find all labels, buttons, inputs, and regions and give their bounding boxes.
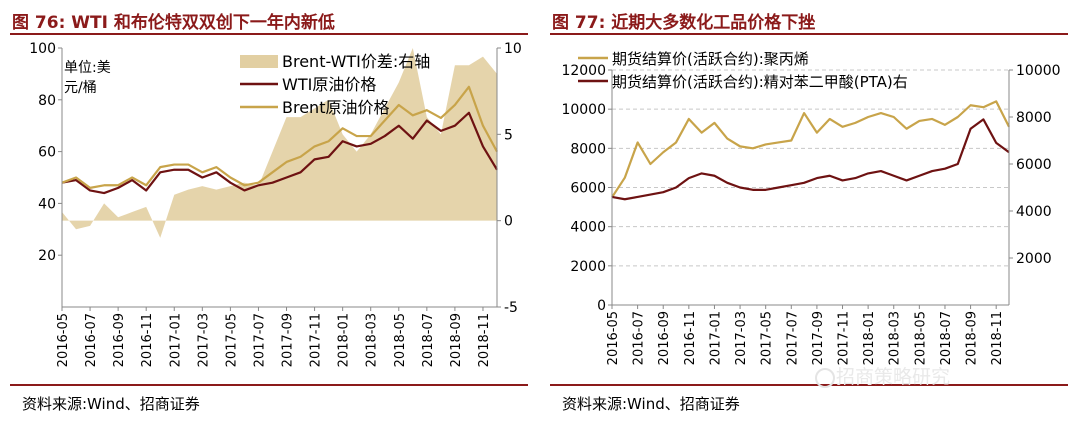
y-right-tick-label: 10000 (1016, 63, 1061, 79)
legend-entry: Brent原油价格 (282, 98, 389, 117)
left-chart-title: 图 76: WTI 和布伦特双双创下一年内新低 (12, 13, 335, 33)
x-tick-label: 2017-05 (224, 313, 239, 367)
x-tick-label: 2017-11 (837, 311, 852, 365)
x-tick-label: 2016-05 (56, 313, 71, 367)
series-area-0 (62, 48, 497, 238)
right-chart-title: 图 77: 近期大多数化工品价格下挫 (552, 13, 816, 33)
x-tick-label: 2016-07 (84, 313, 99, 367)
y-right-tick-label: 6000 (1016, 157, 1052, 173)
right-chart-panel: 图 77: 近期大多数化工品价格下挫 0 2000 4000 6000 8000 1000… (540, 0, 1080, 424)
y-right-tick-label: 5 (504, 127, 513, 143)
x-tick-label: 2017-11 (309, 313, 324, 367)
legend-entry: 期货结算价(活跃合约):聚丙烯 (612, 50, 809, 68)
legend-entry: WTI原油价格 (282, 75, 376, 94)
x-tick-label: 2018-05 (913, 311, 928, 365)
y-right-tick-label: 2000 (1016, 251, 1052, 267)
x-tick-label: 2018-07 (421, 313, 436, 367)
x-tick-label: 2018-09 (965, 311, 980, 365)
left-title-rule (10, 33, 528, 35)
y-left-tick-label: 6000 (570, 181, 606, 197)
x-tick-label: 2016-11 (683, 311, 698, 365)
y-left-tick-label: 60 (38, 145, 56, 161)
y-right-tick-label: 0 (504, 214, 513, 230)
x-tick-label: 2016-09 (657, 311, 672, 365)
x-tick-label: 2018-11 (990, 311, 1005, 365)
x-tick-label: 2017-03 (734, 311, 749, 365)
series-line-1 (611, 118, 1010, 201)
x-tick-label: 2018-01 (862, 311, 877, 365)
left-source-rule (10, 384, 528, 386)
x-tick-label: 2018-01 (337, 313, 352, 367)
y-right-tick-label: 4000 (1016, 204, 1052, 220)
x-tick-label: 2017-07 (785, 311, 800, 365)
y-right-tick-label: 10 (504, 41, 522, 57)
y-left-tick-label: 0 (597, 298, 606, 314)
x-tick-label: 2017-01 (708, 311, 723, 365)
wechat-icon (815, 368, 835, 388)
legend-entry: 期货结算价(活跃合约):精对苯二甲酸(PTA)右 (612, 73, 908, 91)
x-tick-label: 2016-05 (606, 311, 621, 365)
watermark-text: 招商策略研究 (836, 366, 951, 388)
x-tick-label: 2017-01 (168, 313, 183, 367)
x-tick-label: 2017-07 (252, 313, 267, 367)
y-left-tick-label: 80 (38, 93, 56, 109)
left-chart-panel: 图 76: WTI 和布伦特双双创下一年内新低 20 40 60 80 100 -5 0 5 1… (10, 13, 528, 413)
right-source-note: 资料来源:Wind、招商证券 (562, 395, 740, 413)
x-tick-label: 2016-09 (112, 313, 127, 367)
x-tick-label: 2018-11 (477, 313, 492, 367)
x-tick-label: 2017-03 (196, 313, 211, 367)
left-chart-svg: 20 40 60 80 100 -5 0 5 10 2016-05 2016-07 2016-09 20… (29, 41, 522, 367)
x-tick-label: 2017-09 (281, 313, 296, 367)
x-tick-label: 2016-11 (140, 313, 155, 367)
x-tick-label: 2018-05 (393, 313, 408, 367)
left-source-note: 资料来源:Wind、招商证券 (22, 395, 200, 413)
y-left-tick-label: 20 (38, 248, 56, 264)
right-chart-svg: 0 2000 4000 6000 8000 10000 12000 2000 4000 6000 8… (561, 50, 1061, 365)
series-line-0 (611, 100, 1010, 198)
x-tick-label: 2018-03 (888, 311, 903, 365)
series-line-2 (61, 85, 498, 189)
y-right-tick-label: -5 (504, 300, 518, 316)
y-left-tick-label: 2000 (570, 259, 606, 275)
series-line-1 (61, 111, 498, 195)
x-tick-label: 2017-09 (811, 311, 826, 365)
x-tick-label: 2018-03 (365, 313, 380, 367)
right-source-rule (550, 384, 1068, 386)
x-tick-label: 2018-07 (939, 311, 954, 365)
y-left-tick-label: 100 (29, 41, 56, 57)
unit-label: 元/桶 (64, 80, 97, 96)
x-tick-label: 2018-09 (449, 313, 464, 367)
y-left-tick-label: 12000 (561, 63, 606, 79)
y-left-tick-label: 10000 (561, 102, 606, 118)
y-left-tick-label: 8000 (570, 141, 606, 157)
right-title-rule (550, 33, 1068, 35)
x-tick-label: 2017-05 (760, 311, 775, 365)
legend-entry: Brent-WTI价差:右轴 (282, 52, 430, 71)
y-left-tick-label: 40 (38, 196, 56, 212)
x-tick-label: 2016-07 (632, 311, 647, 365)
y-left-tick-label: 4000 (570, 220, 606, 236)
legend-swatch (240, 55, 278, 68)
y-right-tick-label: 8000 (1016, 110, 1052, 126)
unit-label: 单位:美 (64, 60, 111, 76)
